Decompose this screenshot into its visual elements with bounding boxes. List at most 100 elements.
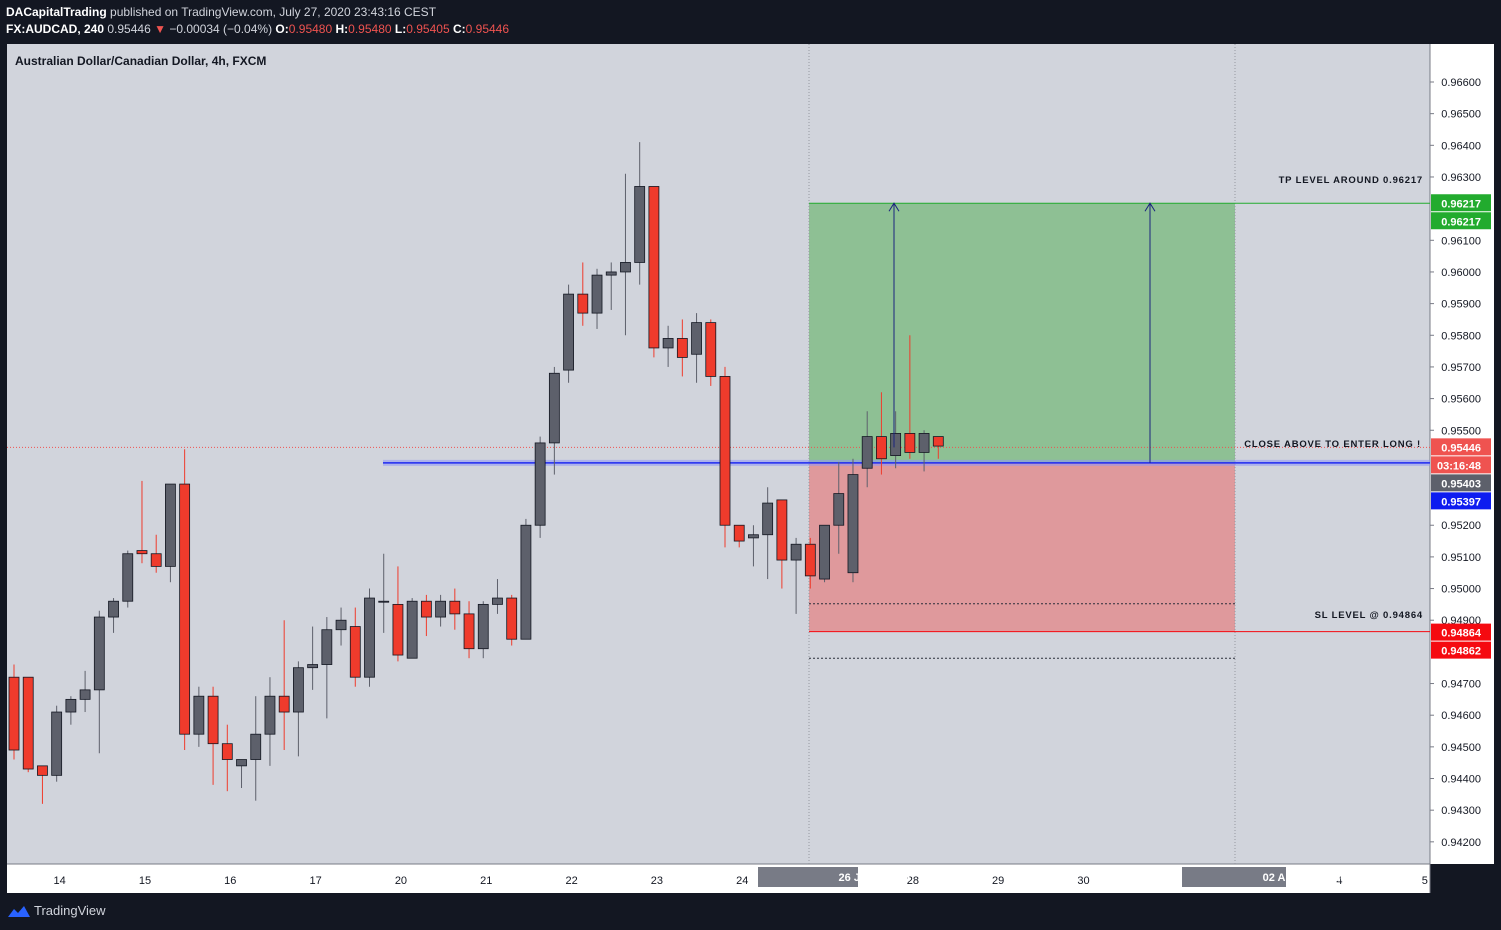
- candle-body: [520, 524, 532, 640]
- publish-line: DACapitalTrading published on TradingVie…: [6, 5, 436, 19]
- price-badge: [1431, 623, 1491, 641]
- time-marker-background: [1182, 867, 1286, 887]
- candle-body: [435, 600, 447, 618]
- time-tick-label: 16: [224, 875, 236, 887]
- close-value: 0.95446: [465, 22, 510, 36]
- candle-body: [620, 262, 631, 273]
- low-value: 0.95405: [406, 22, 450, 36]
- entry-level-label[interactable]: CLOSE ABOVE TO ENTER LONG !: [1244, 439, 1421, 450]
- tp-level-label[interactable]: TP LEVEL AROUND 0.96217: [1279, 175, 1423, 186]
- time-tick-label: 28: [907, 875, 919, 887]
- position-zones: [809, 203, 1235, 632]
- candle-body: [748, 534, 759, 539]
- open-label: O:: [275, 22, 289, 36]
- candle-body: [634, 186, 646, 263]
- candle-body: [236, 759, 247, 767]
- target-arrow-head-icon: [1144, 202, 1156, 212]
- candle-body: [79, 689, 91, 700]
- candle-body: [861, 436, 873, 469]
- symbol-label: FX:AUDCAD, 240: [6, 22, 105, 36]
- price-badge: [1431, 474, 1491, 492]
- candle-body: [463, 613, 475, 650]
- candle-body: [890, 433, 902, 456]
- time-marker-label: 23:00: [1318, 872, 1346, 884]
- price-tick-label: 0.96100: [1441, 235, 1481, 247]
- price-tick-label: 0.94400: [1441, 774, 1481, 786]
- candle-body: [705, 322, 717, 377]
- candle-body: [776, 499, 788, 561]
- candle-body: [449, 600, 461, 615]
- candle-body: [676, 338, 688, 358]
- time-tick-label: 15: [139, 875, 151, 887]
- price-tick-label: 0.95900: [1441, 299, 1481, 311]
- time-marker-label: 23:00: [882, 872, 910, 884]
- author-name[interactable]: DACapitalTrading: [6, 5, 107, 19]
- price-tick-label: 0.96500: [1441, 109, 1481, 121]
- down-arrow-icon: ▼: [154, 22, 166, 36]
- candle-body: [193, 695, 205, 735]
- sl-level-label[interactable]: SL LEVEL @ 0.94864: [1315, 610, 1423, 621]
- ohlc-line: FX:AUDCAD, 240 0.95446 ▼ −0.00034 (−0.04…: [6, 22, 509, 36]
- price-badge-label: 0.95446: [1441, 442, 1481, 454]
- candle-body: [506, 597, 518, 640]
- price-badge-label: 0.95403: [1441, 478, 1481, 490]
- candle-body: [534, 442, 546, 526]
- tradingview-logo-icon[interactable]: [7, 904, 31, 918]
- time-tick-label: 21: [480, 875, 492, 887]
- time-axis-labels: 14 15 16 17 20 21 22 23 24 28 29 30 4 526 Jul '2023:0…: [54, 867, 1428, 887]
- price-badge-label: 0.94862: [1441, 646, 1481, 658]
- price-tick-label: 0.95100: [1441, 552, 1481, 564]
- candle-body: [122, 553, 134, 602]
- price-badge-label: 03:16:48: [1437, 460, 1481, 472]
- price-badge-label: 0.96217: [1441, 198, 1481, 210]
- price-badges: 0.96217 0.96217 0.95446 03:16:48 0.95403 0.95…: [1431, 194, 1491, 659]
- candle-body: [165, 483, 176, 567]
- change-value: −0.00034 (−0.04%): [169, 22, 273, 36]
- candle-body: [22, 676, 34, 770]
- footer-brand[interactable]: TradingView: [34, 903, 106, 918]
- candle-body: [819, 524, 830, 580]
- price-badge: [1431, 492, 1491, 510]
- price-badge: [1431, 641, 1491, 659]
- candle-body: [648, 186, 660, 349]
- candle-body: [392, 603, 404, 656]
- candle-body: [51, 711, 63, 776]
- time-tick-label: 30: [1077, 875, 1089, 887]
- time-marker-label: 26 Jul '20: [839, 872, 888, 884]
- candle-body: [150, 553, 162, 567]
- last-price: 0.95446: [107, 22, 151, 36]
- target-arrows: [888, 202, 1156, 463]
- candle-body: [591, 274, 603, 314]
- candle-body: [108, 600, 119, 618]
- chart-title: Australian Dollar/Canadian Dollar, 4h, F…: [15, 54, 266, 68]
- candle-body: [477, 603, 489, 650]
- candle-body: [492, 597, 503, 605]
- candle-body: [364, 597, 375, 678]
- price-chart[interactable]: 0.96600 0.96500 0.96400 0.96300 0.96100 0.960…: [0, 44, 1501, 893]
- candle-body: [37, 765, 48, 776]
- time-tick-label: 14: [54, 875, 66, 887]
- candle-body: [406, 600, 418, 659]
- candle-body: [179, 483, 191, 735]
- candle-body: [221, 743, 233, 760]
- price-tick-label: 0.95700: [1441, 362, 1481, 374]
- price-tick-label: 0.95500: [1441, 425, 1481, 437]
- time-tick-label: 23: [651, 875, 663, 887]
- high-value: 0.95480: [348, 22, 392, 36]
- candle-body: [378, 600, 390, 603]
- time-tick-label: 24: [736, 875, 748, 887]
- candle-body: [847, 474, 859, 574]
- candle-body: [577, 293, 589, 314]
- candle-body: [8, 676, 20, 751]
- price-tick-label: 0.95600: [1441, 394, 1481, 406]
- price-axis-labels: 0.96600 0.96500 0.96400 0.96300 0.96100 0.960…: [1430, 77, 1481, 849]
- target-zone: [809, 203, 1235, 463]
- time-tick-label: 20: [395, 875, 407, 887]
- candle-body: [804, 543, 816, 577]
- price-tick-label: 0.94500: [1441, 742, 1481, 754]
- price-badge: [1431, 438, 1491, 456]
- stop-zone: [809, 462, 1235, 632]
- candle-body: [719, 376, 731, 526]
- price-tick-label: 0.96600: [1441, 77, 1481, 89]
- candle-body: [250, 733, 262, 760]
